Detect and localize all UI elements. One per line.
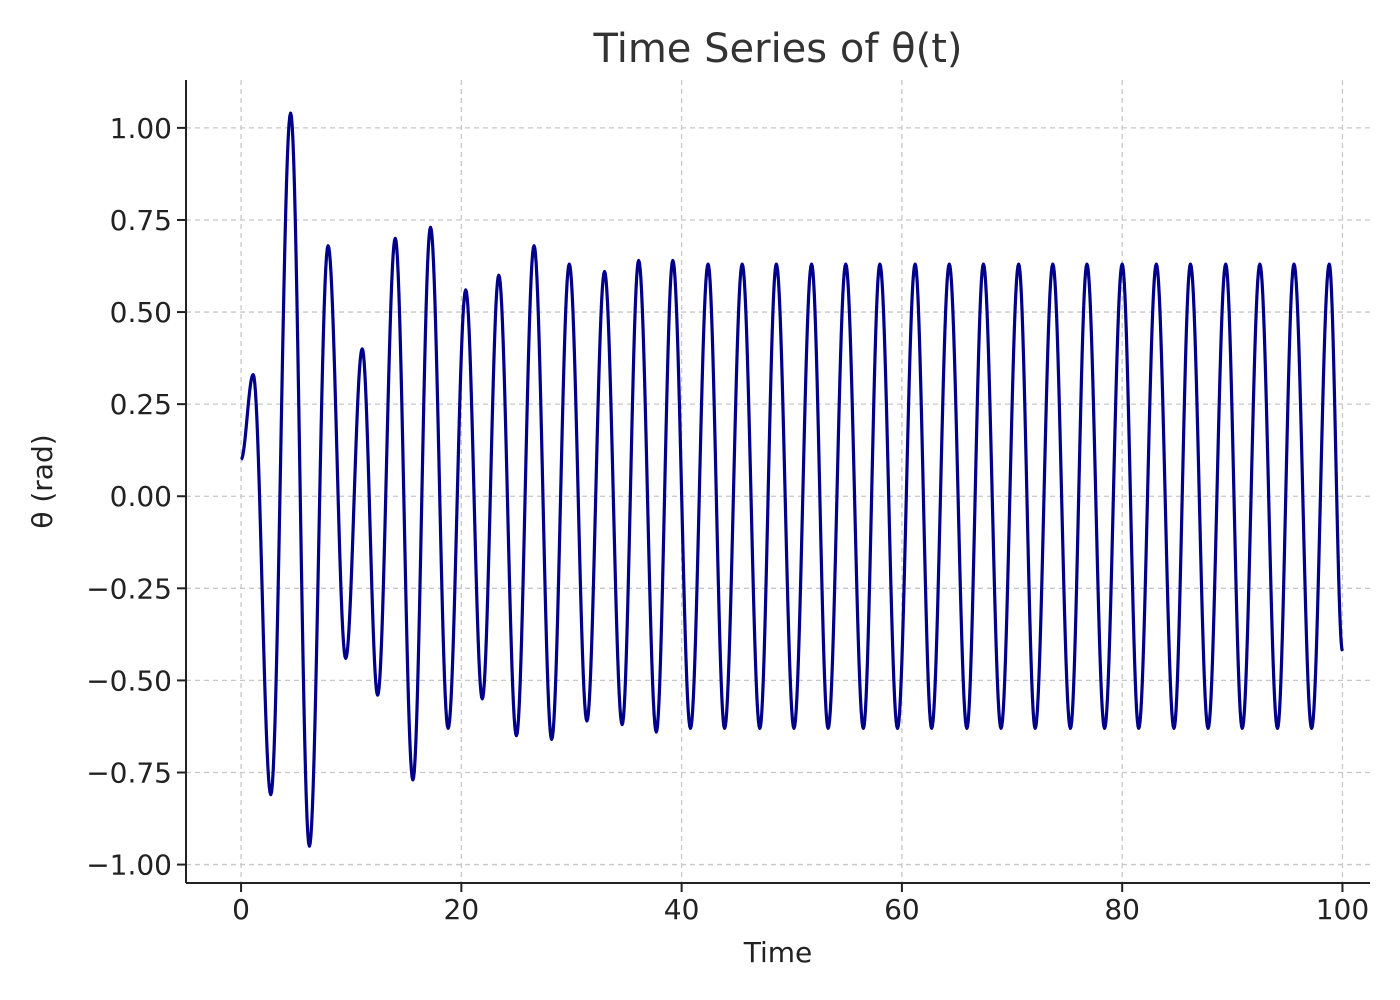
- x-tick-label: 60: [884, 893, 920, 926]
- y-axis-label: θ (rad): [26, 434, 59, 528]
- y-tick-label: −1.00: [86, 849, 172, 882]
- y-ticks: 1.00 0.75 0.50 0.25 0.00 −0.25 −0.50 −0.75 −1.00: [86, 112, 186, 882]
- x-tick-label: 80: [1104, 893, 1140, 926]
- x-tick-label: 20: [444, 893, 480, 926]
- chart-title: Time Series of θ(t): [593, 26, 963, 72]
- y-tick-label: −0.25: [86, 572, 172, 605]
- y-tick-label: 0.75: [110, 204, 172, 237]
- y-tick-label: 0.25: [110, 388, 172, 421]
- y-tick-label: −0.75: [86, 756, 172, 789]
- y-tick-label: 0.50: [110, 296, 172, 329]
- x-tick-label: 100: [1316, 893, 1369, 926]
- series-layer: [239, 111, 1344, 848]
- axes: [185, 80, 1370, 884]
- y-tick-label: 1.00: [110, 112, 172, 145]
- y-tick-label: 0.00: [110, 480, 172, 513]
- x-tick-label: 0: [232, 893, 250, 926]
- y-tick-label: −0.50: [86, 664, 172, 697]
- x-ticks: 0 20 40 60 80 100: [232, 883, 1369, 926]
- grid-lines: [186, 80, 1370, 883]
- series-line: [239, 111, 1344, 848]
- x-tick-label: 40: [664, 893, 700, 926]
- x-axis-label: Time: [743, 936, 813, 969]
